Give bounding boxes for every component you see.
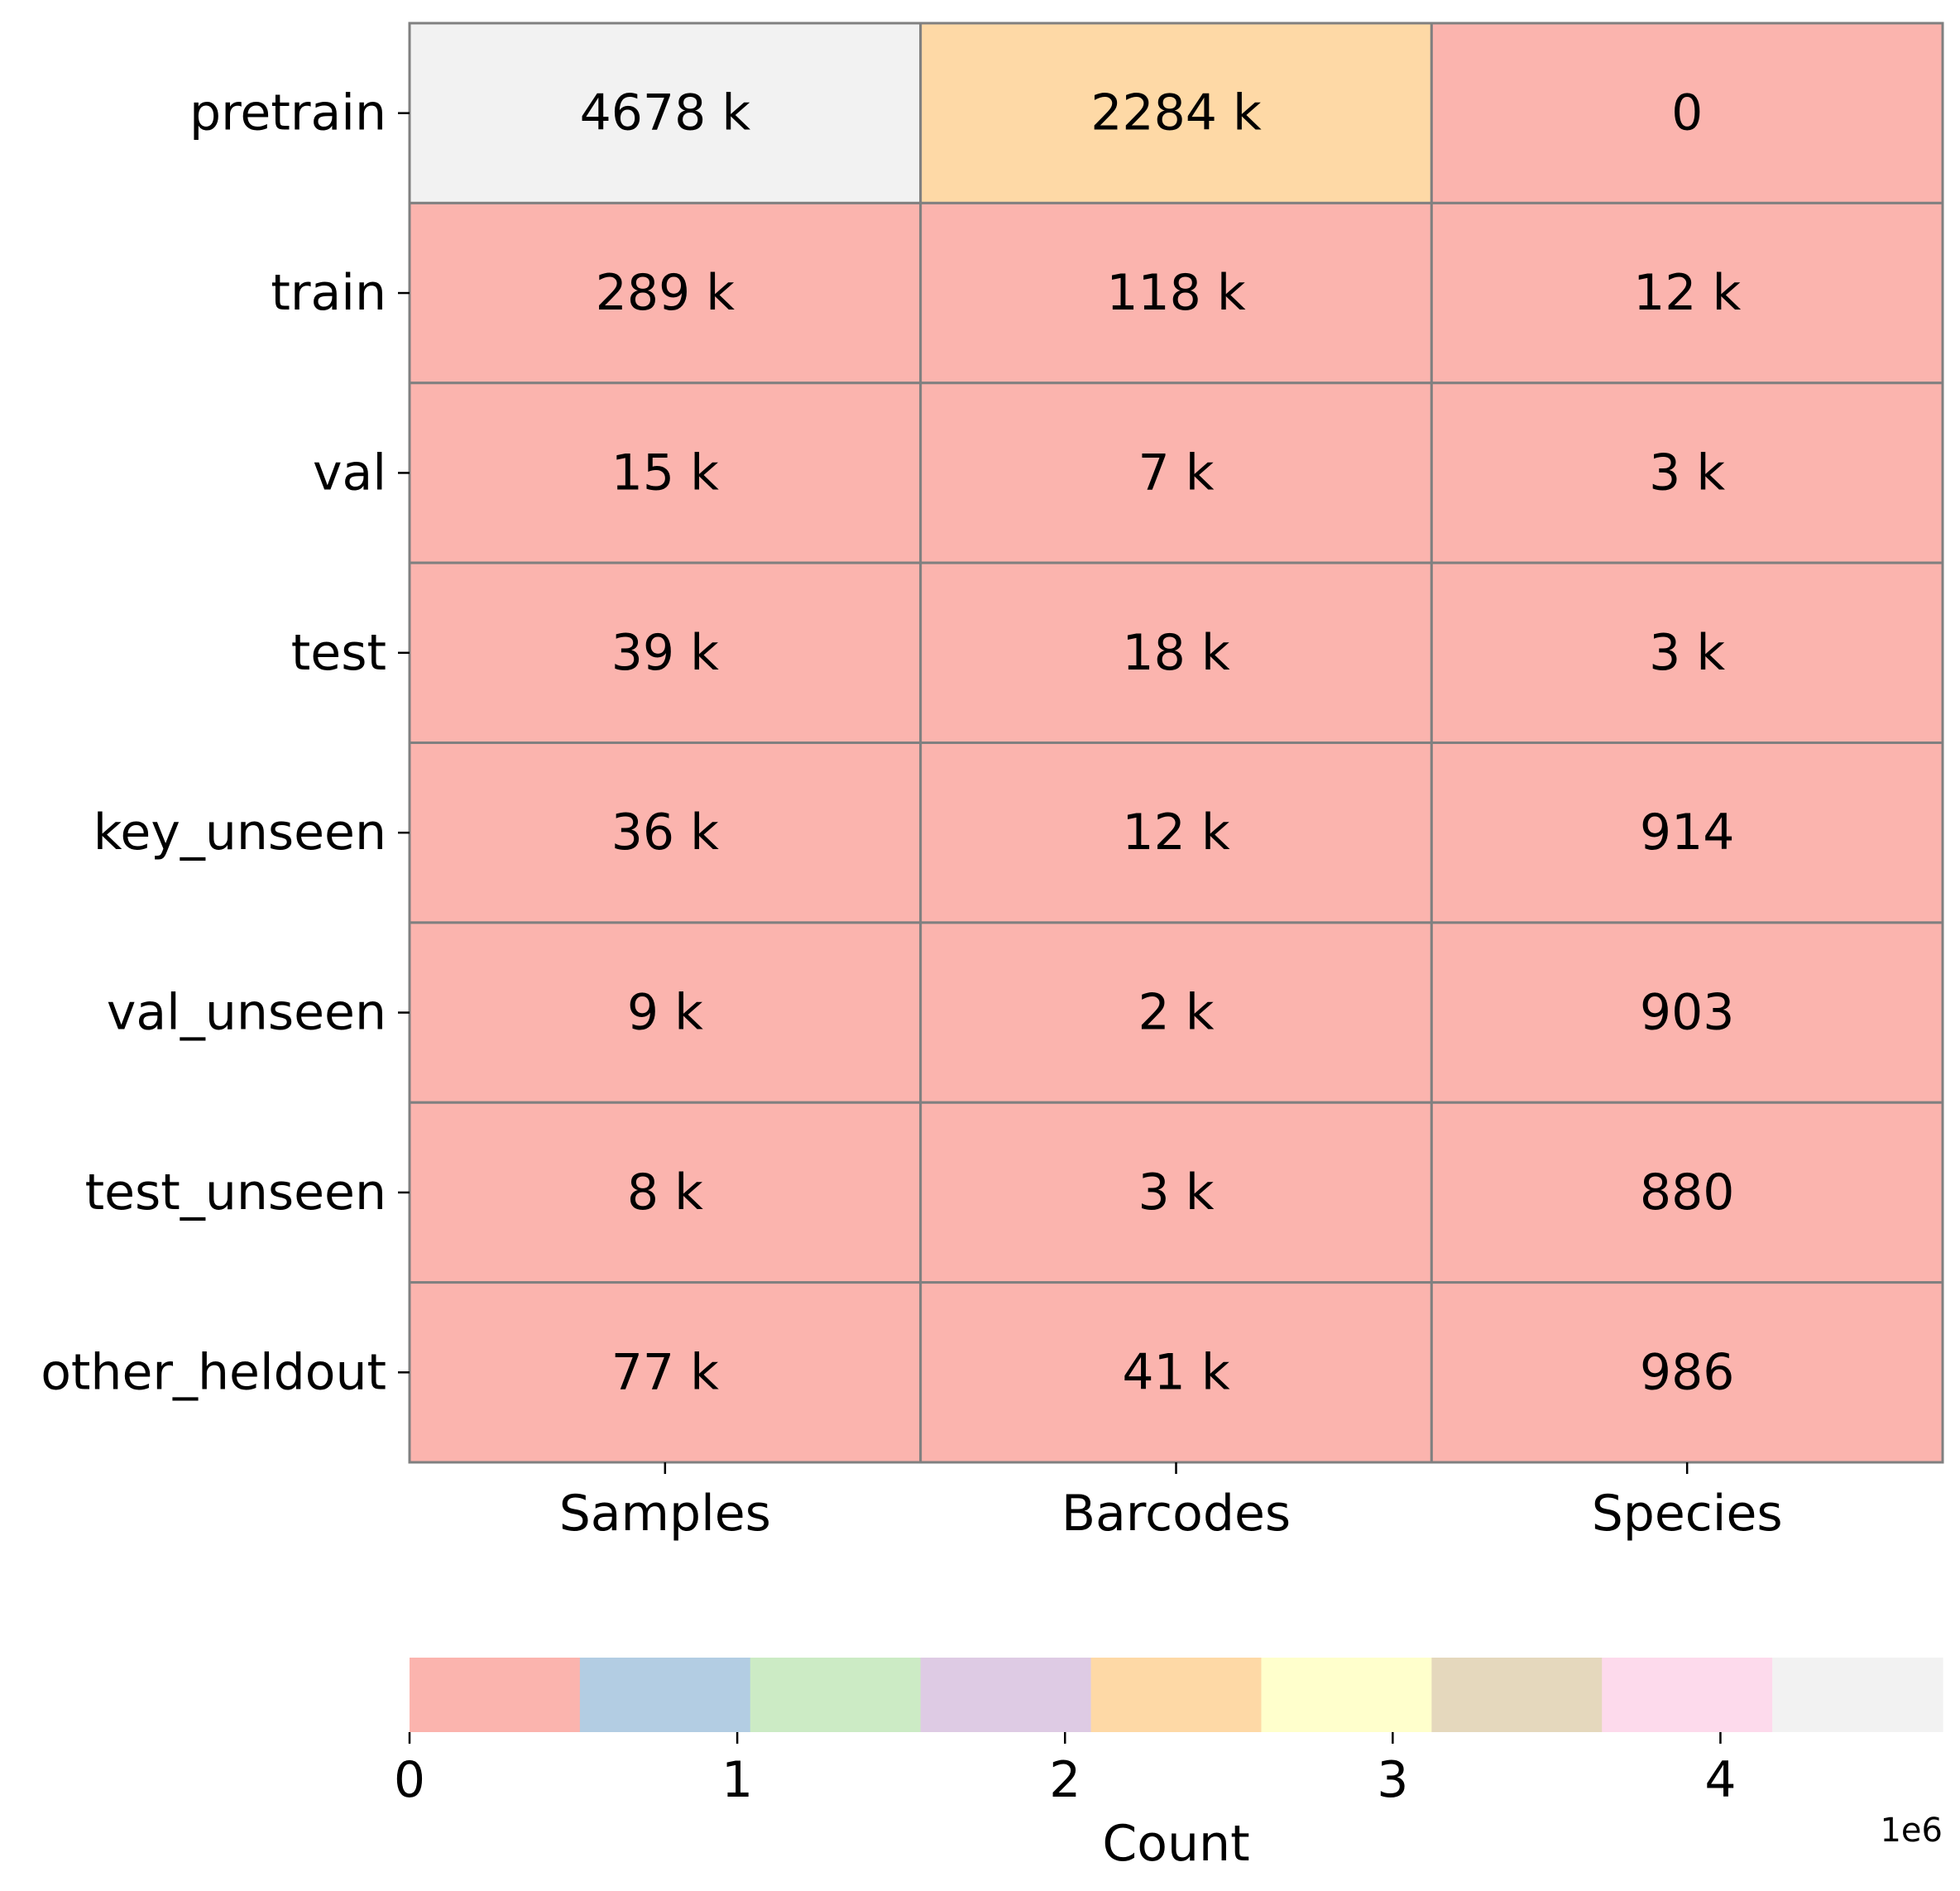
- cell-value-label: 880: [1640, 1164, 1735, 1221]
- cell-value-label: 9 k: [627, 984, 703, 1042]
- colorbar-tick-label: 0: [394, 1751, 425, 1809]
- cell-value-label: 39 k: [611, 624, 719, 682]
- cell-value-label: 41 k: [1122, 1343, 1229, 1401]
- heatmap-cell-key-unseen-barcodes: [919, 742, 1433, 924]
- heatmap-cell-test-unseen-samples: [408, 1101, 922, 1284]
- colorbar-offset-label: 1e6: [1880, 1812, 1943, 1850]
- heatmap-cell-pretrain-samples: [408, 22, 922, 204]
- row-label-val: val: [313, 444, 386, 502]
- colorbar-segment: [750, 1658, 922, 1732]
- colorbar-segment: [410, 1658, 581, 1732]
- heatmap-cell-key-unseen-species: [1430, 742, 1944, 924]
- row-label-train: train: [271, 264, 386, 322]
- cell-value-label: 4678 k: [580, 84, 751, 142]
- heatmap-cell-val-unseen-barcodes: [919, 921, 1433, 1104]
- heatmap-cell-other-heldout-species: [1430, 1281, 1944, 1464]
- heatmap-cell-pretrain-barcodes: [919, 22, 1433, 204]
- heatmap-cell-train-samples: [408, 201, 922, 385]
- colorbar-tick-label: 2: [1049, 1751, 1081, 1809]
- cell-value-label: 36 k: [611, 804, 719, 862]
- column-label-barcodes: Barcodes: [1061, 1485, 1291, 1543]
- colorbar: 0 1 2 3 4 Count 1e6: [394, 1658, 1943, 1873]
- heatmap-cell-pretrain-species: [1430, 22, 1944, 204]
- colorbar-segment: [920, 1658, 1092, 1732]
- row-label-pretrain: pretrain: [189, 84, 386, 142]
- cell-value-label: 986: [1640, 1343, 1735, 1401]
- heatmap-cell-labels: 4678 k 2284 k 0 289 k 118 k 12 k 15 k 7 k 3 k 39 …: [580, 84, 1742, 1402]
- heatmap-cell-test-unseen-species: [1430, 1101, 1944, 1284]
- cell-value-label: 15 k: [611, 444, 719, 502]
- heatmap-cell-val-barcodes: [919, 382, 1433, 564]
- row-axis: pretrain train val test key_unseen val_unseen…: [41, 84, 410, 1401]
- cell-value-label: 12 k: [1122, 804, 1229, 862]
- cell-value-label: 18 k: [1122, 624, 1229, 682]
- heatmap-cell-test-samples: [408, 561, 922, 744]
- column-label-samples: Samples: [559, 1485, 771, 1543]
- heatmap-cell-other-heldout-barcodes: [919, 1281, 1433, 1464]
- cell-value-label: 8 k: [627, 1164, 703, 1221]
- cell-value-label: 118 k: [1106, 264, 1246, 322]
- cell-value-label: 3 k: [1649, 444, 1725, 502]
- cell-value-label: 903: [1640, 984, 1735, 1042]
- colorbar-segment: [1431, 1658, 1603, 1732]
- column-axis: Samples Barcodes Species: [559, 1462, 1783, 1543]
- heatmap-cell-val-unseen-species: [1430, 921, 1944, 1104]
- row-label-test-unseen: test_unseen: [85, 1164, 386, 1221]
- cell-value-label: 289 k: [596, 264, 736, 322]
- heatmap-cells: [408, 22, 1944, 1464]
- colorbar-segment: [1772, 1658, 1943, 1732]
- cell-value-label: 3 k: [1649, 624, 1725, 682]
- cell-value-label: 0: [1671, 84, 1703, 142]
- row-label-val-unseen: val_unseen: [107, 984, 386, 1042]
- colorbar-segment: [1602, 1658, 1773, 1732]
- cell-value-label: 77 k: [611, 1343, 719, 1401]
- colorbar-title: Count: [1102, 1815, 1249, 1873]
- heatmap-cell-key-unseen-samples: [408, 742, 922, 924]
- heatmap-cell-train-barcodes: [919, 201, 1433, 385]
- colorbar-tick-label: 4: [1704, 1751, 1736, 1809]
- colorbar-segment: [1090, 1658, 1262, 1732]
- heatmap-cell-train-species: [1430, 201, 1944, 385]
- colorbar-tick-label: 1: [721, 1751, 753, 1809]
- heatmap-cell-test-unseen-barcodes: [919, 1101, 1433, 1284]
- heatmap-cell-test-species: [1430, 561, 1944, 744]
- cell-value-label: 12 k: [1633, 264, 1741, 322]
- cell-value-label: 2284 k: [1090, 84, 1262, 142]
- column-label-species: Species: [1592, 1485, 1783, 1543]
- cell-value-label: 2 k: [1138, 984, 1215, 1042]
- colorbar-segment: [579, 1658, 751, 1732]
- cell-value-label: 7 k: [1138, 444, 1215, 502]
- row-label-other-heldout: other_heldout: [41, 1343, 386, 1401]
- cell-value-label: 914: [1640, 804, 1735, 862]
- cell-value-label: 3 k: [1138, 1164, 1215, 1221]
- colorbar-segment: [1261, 1658, 1432, 1732]
- colorbar-tick-label: 3: [1377, 1751, 1408, 1809]
- heatmap-cell-other-heldout-samples: [408, 1281, 922, 1464]
- row-label-key-unseen: key_unseen: [93, 804, 386, 862]
- row-label-test: test: [291, 624, 386, 682]
